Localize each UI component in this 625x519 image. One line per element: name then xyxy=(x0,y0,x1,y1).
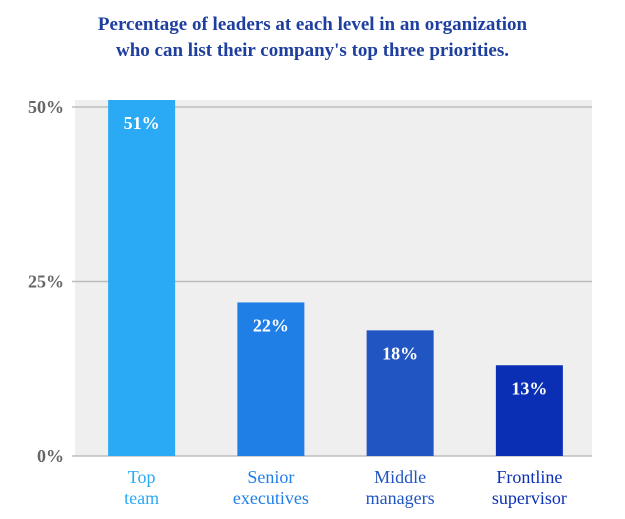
category-label-2: Middle managers xyxy=(366,467,435,508)
bar-0 xyxy=(108,100,176,456)
bar-2 xyxy=(366,330,434,456)
value-label-2: 18% xyxy=(382,343,418,363)
bar-1 xyxy=(237,302,305,456)
value-label-1: 22% xyxy=(253,315,289,335)
category-label-3-line-0: Frontline xyxy=(496,467,562,487)
category-label-1-line-0: Senior xyxy=(247,467,294,487)
value-label-3: 13% xyxy=(511,378,547,398)
category-label-2-line-0: Middle xyxy=(374,467,426,487)
category-label-0-line-1: team xyxy=(124,488,159,508)
category-label-1-line-1: executives xyxy=(233,488,309,508)
y-tick-label-50: 50% xyxy=(28,97,64,117)
category-label-3: Frontline supervisor xyxy=(492,467,567,508)
y-tick-label-25: 25% xyxy=(28,271,64,291)
category-label-3-line-1: supervisor xyxy=(492,488,567,508)
category-label-2-line-1: managers xyxy=(366,488,435,508)
bar-3 xyxy=(495,365,563,456)
chart-title-line-2: who can list their company's top three p… xyxy=(116,40,509,61)
chart-title-line-1: Percentage of leaders at each level in a… xyxy=(97,14,528,35)
category-label-1: Senior executives xyxy=(233,467,309,508)
category-label-0-line-0: Top xyxy=(128,467,156,487)
category-label-0: Top team xyxy=(124,467,159,508)
value-label-0: 51% xyxy=(124,113,160,133)
y-tick-label-0: 0% xyxy=(37,446,64,466)
